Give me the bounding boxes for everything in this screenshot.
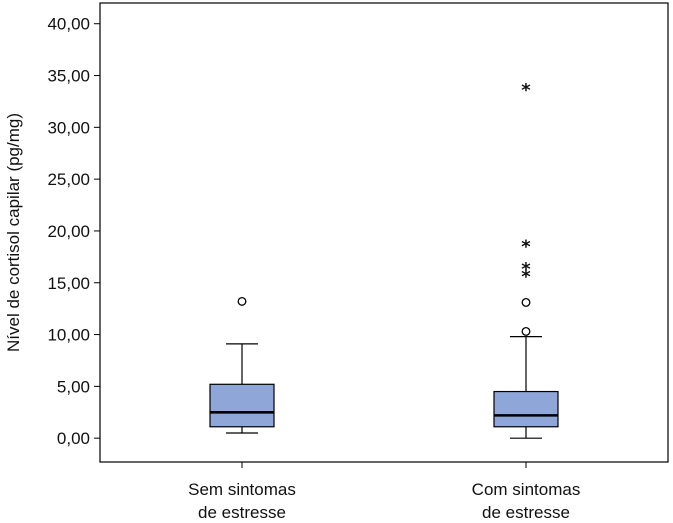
outlier-point xyxy=(237,296,247,306)
iqr-box xyxy=(493,390,559,428)
plot-frame xyxy=(99,2,669,463)
y-tick-label: 25,00 xyxy=(47,170,90,189)
extreme-point: * xyxy=(521,266,531,287)
y-tick-label: 40,00 xyxy=(47,15,90,34)
x-category-label-line2: de estresse xyxy=(198,503,286,522)
y-tick-label: 20,00 xyxy=(47,222,90,241)
y-tick-label: 30,00 xyxy=(47,118,90,137)
iqr-box xyxy=(209,383,275,428)
extreme-point: * xyxy=(521,259,531,280)
x-category-label-line1: Com sintomas xyxy=(472,480,581,499)
y-axis-title: Nível de cortisol capilar (pg/mg) xyxy=(4,113,23,352)
y-tick-label: 35,00 xyxy=(47,67,90,86)
y-tick-label: 10,00 xyxy=(47,326,90,345)
extreme-point: * xyxy=(521,236,531,257)
y-tick-label: 0,00 xyxy=(57,429,90,448)
y-tick-label: 5,00 xyxy=(57,377,90,396)
x-category-label-line1: Sem sintomas xyxy=(188,480,296,499)
outlier-point xyxy=(521,326,531,336)
x-category-label-line2: de estresse xyxy=(482,503,570,522)
outlier-point xyxy=(521,297,531,307)
y-tick-label: 15,00 xyxy=(47,274,90,293)
extreme-point: * xyxy=(521,80,531,101)
